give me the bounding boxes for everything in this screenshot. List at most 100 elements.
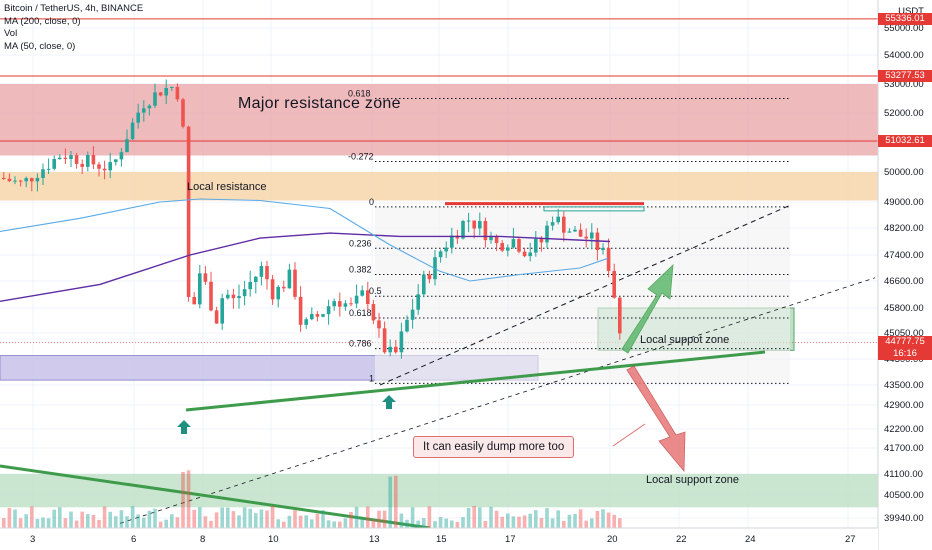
candle-down xyxy=(158,92,163,96)
volume-bar xyxy=(282,521,286,528)
volume-bar xyxy=(220,507,224,528)
price-tick-label: 43500.00 xyxy=(884,380,924,391)
date-tick-label: 17 xyxy=(505,534,516,545)
candle-up xyxy=(242,289,247,297)
candle-down xyxy=(203,273,208,282)
candle-up xyxy=(119,152,124,160)
volume-bar xyxy=(91,514,96,528)
volume-bar xyxy=(170,514,174,528)
date-tick-label: 22 xyxy=(676,534,687,545)
volume-bar xyxy=(584,520,588,528)
volume-bar xyxy=(237,515,241,528)
volume-bar xyxy=(461,517,465,528)
volume-bar xyxy=(399,513,404,528)
date-tick-label: 6 xyxy=(131,534,136,545)
candle-up xyxy=(444,247,448,252)
dump-note-callout[interactable]: It can easily dump more too xyxy=(413,436,575,458)
volume-bar xyxy=(562,520,566,528)
candle-down xyxy=(214,310,219,324)
candle-up xyxy=(304,319,308,325)
candle-up xyxy=(108,162,112,171)
volume-bar xyxy=(2,518,6,528)
candle-up xyxy=(332,301,336,307)
volume-bar xyxy=(203,516,208,528)
local-support-upper-label: Local suppot zone xyxy=(640,334,730,346)
volume-bar xyxy=(489,506,493,528)
volume-bar xyxy=(164,519,168,528)
volume-bar xyxy=(310,519,314,528)
date-tick-label: 27 xyxy=(845,534,856,545)
candle-up xyxy=(567,231,572,233)
candle-up xyxy=(198,273,202,305)
volume-bar xyxy=(483,520,488,528)
volume-bar xyxy=(52,509,56,528)
candle-down xyxy=(377,320,381,329)
candle-up xyxy=(450,235,454,248)
price-tick-label: 45050.00 xyxy=(884,328,924,339)
volume-bar xyxy=(343,518,348,528)
volume-bar xyxy=(119,510,124,528)
candle-down xyxy=(181,99,185,127)
ma200-line xyxy=(0,232,611,302)
candle-up xyxy=(170,86,174,88)
indicator-vol[interactable]: Vol xyxy=(4,28,18,39)
buy-arrow-icon xyxy=(177,420,191,434)
indicator-ma200[interactable]: MA (200, close, 0) xyxy=(4,15,81,27)
volume-bar xyxy=(86,514,90,528)
green-trendline-descending xyxy=(0,464,431,530)
candle-down xyxy=(298,296,303,325)
volume-bar xyxy=(7,507,12,528)
candle-up xyxy=(136,112,140,123)
fib-level-label: 0.5 xyxy=(369,286,382,296)
volume-bar xyxy=(41,517,45,528)
volume-bar xyxy=(231,511,236,528)
volume-bar xyxy=(321,510,325,528)
volume-bar xyxy=(427,506,432,528)
candle-down xyxy=(91,154,96,165)
price-tick-label: 41700.00 xyxy=(884,443,924,454)
volume-bar xyxy=(573,514,577,528)
volume-bar xyxy=(175,517,180,528)
candle-up xyxy=(237,296,241,299)
volume-bar xyxy=(433,521,437,528)
green-up-arrow xyxy=(621,263,674,354)
candle-down xyxy=(63,157,68,160)
indicator-ma50[interactable]: MA (50, close, 0) xyxy=(4,40,76,52)
candle-up xyxy=(438,251,443,258)
fib-level-label: 0.236 xyxy=(349,238,372,248)
price-tick-label: 46600.00 xyxy=(884,276,924,287)
price-tick-label: 47400.00 xyxy=(884,250,924,261)
price-badge: 55336.01 xyxy=(878,12,932,25)
volume-bar xyxy=(332,521,336,528)
volume-bar xyxy=(125,516,129,528)
volume-bar xyxy=(242,507,247,528)
candle-down xyxy=(293,269,297,297)
candle-down xyxy=(606,247,611,271)
volume-bar xyxy=(500,516,504,528)
candle-up xyxy=(58,157,62,159)
volume-bar xyxy=(567,514,572,528)
price-badge: 44777.75 xyxy=(878,336,932,349)
candle-up xyxy=(147,105,152,109)
candle-up xyxy=(86,154,90,167)
candle-up xyxy=(24,178,28,182)
candle-down xyxy=(315,314,320,317)
price-tick-label: 48200.00 xyxy=(884,223,924,234)
symbol-title[interactable]: Bitcoin / TetherUS, 4h, BINANCE xyxy=(4,3,144,14)
candle-up xyxy=(164,87,168,96)
candle-down xyxy=(371,304,376,321)
volume-bar xyxy=(522,515,527,528)
candle-down xyxy=(102,168,107,171)
price-tick-label: 50000.00 xyxy=(884,167,924,178)
volume-bar xyxy=(601,509,605,528)
ma50-line xyxy=(0,198,609,282)
candle-down xyxy=(618,297,622,334)
price-tick-label: 40500.00 xyxy=(884,490,924,501)
price-tick-label: 39940.00 xyxy=(884,513,924,524)
volume-bar xyxy=(450,520,454,528)
volume-bar xyxy=(136,514,140,528)
volume-bar xyxy=(326,520,331,528)
candle-up xyxy=(259,266,264,277)
